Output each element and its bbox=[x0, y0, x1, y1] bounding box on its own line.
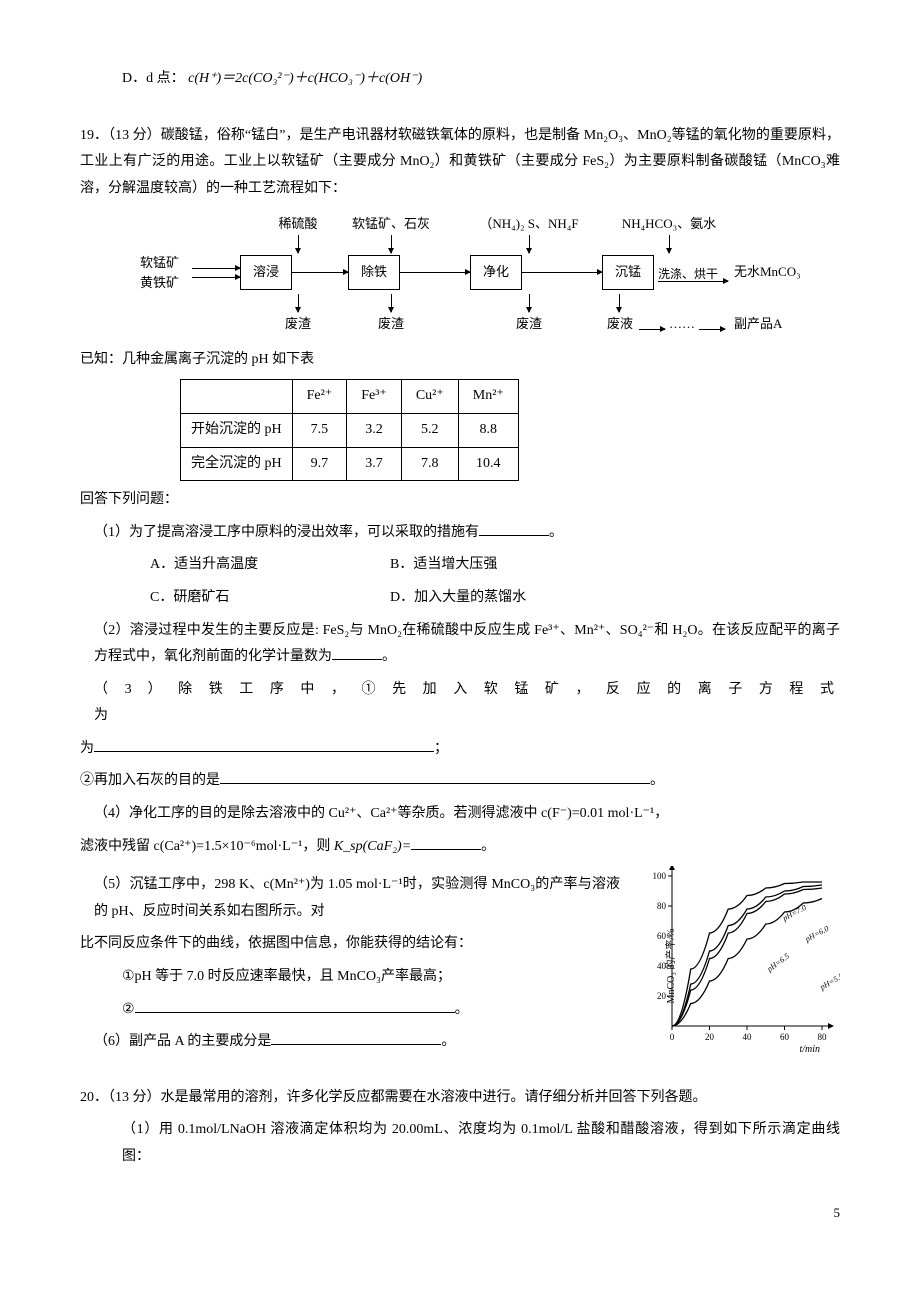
svg-text:pH=6.5: pH=6.5 bbox=[765, 952, 791, 975]
q19-p5b: 比不同反应条件下的曲线，依据图中信息，你能获得的结论有： bbox=[80, 931, 620, 958]
th-blank bbox=[181, 380, 293, 414]
th-mn2: Mn²⁺ bbox=[458, 380, 518, 414]
option-d-formula: c(H⁺)＝2c(CO₃²⁻)＋c(HCO₃⁻)＋c(OH⁻) bbox=[188, 71, 422, 86]
q20-heading: 20．（13 分）水是最常用的溶剂，许多化学反应都需要在水溶液中进行。请仔细分析… bbox=[80, 1085, 840, 1112]
svg-text:60: 60 bbox=[780, 1032, 790, 1042]
svg-text:t/min: t/min bbox=[799, 1044, 820, 1055]
th-fe3: Fe³⁺ bbox=[347, 380, 402, 414]
flow-byproduct: 副产品A bbox=[734, 316, 782, 331]
q20-p1: （1）用 0.1mol/LNaOH 溶液滴定体积均为 20.00mL、浓度均为 … bbox=[80, 1117, 840, 1170]
flow-top-4: NH₄HCO₃、氨水 bbox=[604, 212, 734, 237]
r1c4: 8.8 bbox=[458, 413, 518, 447]
q19-p3-blank: 为； bbox=[80, 736, 840, 763]
r2c0: 完全沉淀的 pH bbox=[181, 447, 293, 481]
option-d: D．d 点： c(H⁺)＝2c(CO₃²⁻)＋c(HCO₃⁻)＋c(OH⁻) bbox=[80, 66, 840, 93]
r1c2: 3.2 bbox=[347, 413, 402, 447]
opt-a: A．适当升高温度 bbox=[150, 552, 390, 579]
flow-bottom-1: 废渣 bbox=[285, 316, 311, 331]
flow-top-3: （NH₄)₂ S、NH₄F bbox=[454, 212, 604, 237]
ph-table: Fe²⁺ Fe³⁺ Cu²⁺ Mn²⁺ 开始沉淀的 pH 7.5 3.2 5.2… bbox=[180, 379, 519, 481]
r1c1: 7.5 bbox=[292, 413, 347, 447]
flow-dots: …… bbox=[669, 312, 695, 337]
q19-p5a: （5）沉锰工序中，298 K、c(Mn²⁺)为 1.05 mol·L⁻¹时，实验… bbox=[80, 872, 620, 925]
r2c2: 3.7 bbox=[347, 447, 402, 481]
r2c1: 9.7 bbox=[292, 447, 347, 481]
opt-d: D．加入大量的蒸馏水 bbox=[390, 585, 526, 612]
q19-p1-opts-ab: A．适当升高温度 B．适当增大压强 bbox=[80, 552, 840, 579]
svg-text:80: 80 bbox=[818, 1032, 828, 1042]
q19-p1-opts-cd: C．研磨矿石 D．加入大量的蒸馏水 bbox=[80, 585, 840, 612]
r1c3: 5.2 bbox=[401, 413, 458, 447]
q19-p3: （ 3 ） 除 铁 工 序 中 ， ① 先 加 入 软 锰 矿 ， 反 应 的 … bbox=[80, 677, 840, 730]
q19-p1: （1）为了提高溶浸工序中原料的浸出效率，可以采取的措施有。 bbox=[80, 520, 840, 547]
flow-top-1: 稀硫酸 bbox=[268, 212, 328, 237]
flow-input-2: 黄铁矿 bbox=[140, 273, 192, 293]
svg-text:20: 20 bbox=[705, 1032, 715, 1042]
flow-input-1: 软锰矿 bbox=[140, 253, 192, 273]
th-cu2: Cu²⁺ bbox=[401, 380, 458, 414]
svg-text:100: 100 bbox=[653, 871, 667, 881]
q19-heading: 19．（13 分）碳酸锰，俗称“锰白”，是生产电讯器材软磁铁氧体的原料，也是制备… bbox=[80, 123, 840, 203]
q19-known: 已知：几种金属离子沉淀的 pH 如下表 bbox=[80, 347, 840, 374]
svg-text:pH=6.0: pH=6.0 bbox=[803, 924, 830, 944]
flow-output: 无水MnCO₃ bbox=[734, 260, 801, 285]
page-number: 5 bbox=[80, 1201, 840, 1226]
q19-p5c: ①pH 等于 7.0 时反应速率最快，且 MnCO₃产率最高； bbox=[80, 964, 620, 991]
svg-text:80: 80 bbox=[657, 901, 667, 911]
svg-text:pH=5.5: pH=5.5 bbox=[818, 972, 840, 993]
yield-chart: 02040608020406080100pH=7.0pH=6.0pH=6.5pH… bbox=[630, 866, 840, 1067]
svg-text:40: 40 bbox=[743, 1032, 753, 1042]
flow-node-2: 除铁 bbox=[348, 255, 400, 290]
flow-bottom-2: 废渣 bbox=[378, 316, 404, 331]
flow-top-2: 软锰矿、石灰 bbox=[328, 212, 454, 237]
opt-b: B．适当增大压强 bbox=[390, 552, 497, 579]
flow-node-3: 净化 bbox=[470, 255, 522, 290]
flow-bottom-4: 废液 bbox=[607, 312, 633, 337]
process-flow-diagram: 稀硫酸 软锰矿、石灰 （NH₄)₂ S、NH₄F NH₄HCO₃、氨水 软锰矿 … bbox=[140, 212, 840, 336]
flow-node-4: 沉锰 bbox=[602, 255, 654, 290]
option-d-prefix: D．d 点： bbox=[122, 71, 185, 86]
r2c3: 7.8 bbox=[401, 447, 458, 481]
q19-p4b: 滤液中残留 c(Ca²⁺)=1.5×10⁻⁶mol·L⁻¹，则 K_sp(CaF… bbox=[80, 834, 840, 861]
opt-c: C．研磨矿石 bbox=[150, 585, 390, 612]
q19-p4a: （4）净化工序的目的是除去溶液中的 Cu²⁺、Ca²⁺等杂质。若测得滤液中 c(… bbox=[80, 801, 840, 828]
th-fe2: Fe²⁺ bbox=[292, 380, 347, 414]
q19-p2: （2）溶浸过程中发生的主要反应是: FeS₂与 MnO₂在稀硫酸中反应生成 Fe… bbox=[80, 618, 840, 671]
q19-p6: （6）副产品 A 的主要成分是。 bbox=[80, 1029, 620, 1056]
answer-heading: 回答下列问题： bbox=[80, 487, 840, 514]
r2c4: 10.4 bbox=[458, 447, 518, 481]
r1c0: 开始沉淀的 pH bbox=[181, 413, 293, 447]
svg-text:MnCO₃ 的产率/%: MnCO₃ 的产率/% bbox=[664, 929, 677, 1004]
flow-node-1: 溶浸 bbox=[240, 255, 292, 290]
q19-p3b: ②再加入石灰的目的是。 bbox=[80, 768, 840, 795]
q19-p5d: ②。 bbox=[80, 997, 620, 1024]
flow-bottom-3: 废渣 bbox=[516, 316, 542, 331]
svg-text:0: 0 bbox=[670, 1032, 675, 1042]
